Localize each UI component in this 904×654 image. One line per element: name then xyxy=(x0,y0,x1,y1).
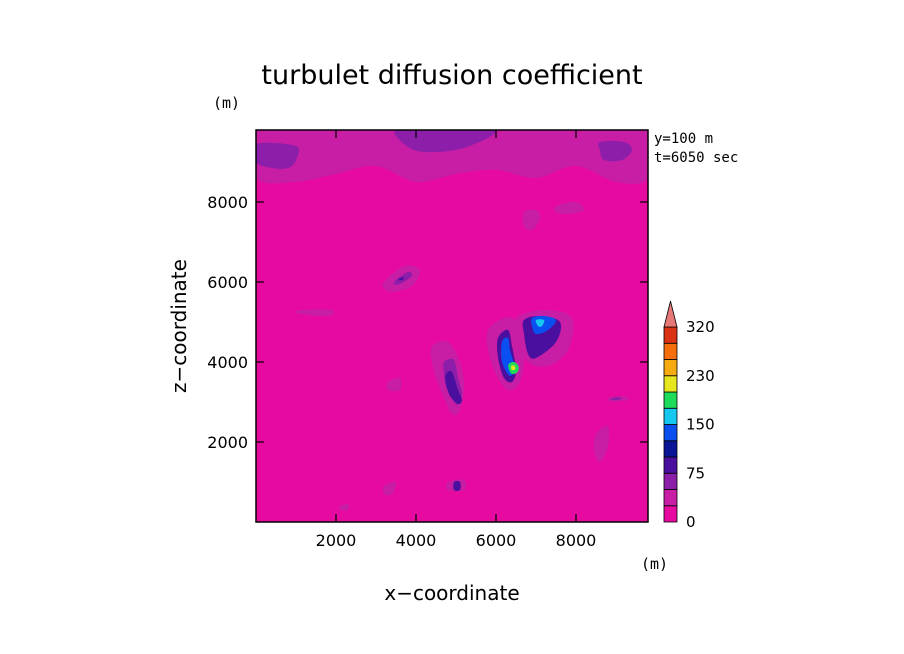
annotation-y: y=100 m xyxy=(654,131,713,147)
colorbar-label-0: 0 xyxy=(686,513,696,531)
colorbar-label-3: 230 xyxy=(686,367,715,385)
contour-region-29 xyxy=(339,503,349,511)
colorbar-segment-0 xyxy=(663,505,678,523)
chart-title: turbulet diffusion coefficient xyxy=(261,60,642,91)
colorbar-segment-6 xyxy=(663,407,678,425)
y-tick-label-0: 2000 xyxy=(207,433,248,452)
annotation-t: t=6050 sec xyxy=(654,150,738,166)
y-axis-label: z−coordinate xyxy=(167,259,191,393)
contour-region-26 xyxy=(296,309,335,317)
colorbar-segment-11 xyxy=(663,326,678,344)
x-unit-label: (m) xyxy=(641,555,668,573)
colorbar-segment-1 xyxy=(663,489,678,507)
contour-region-3 xyxy=(598,141,633,162)
colorbar-segment-2 xyxy=(663,472,678,490)
x-tick-label-2: 6000 xyxy=(476,531,517,550)
colorbar-segment-9 xyxy=(663,359,678,377)
contour-region-9 xyxy=(445,370,462,405)
colorbar-extend-arrow xyxy=(663,300,678,328)
contour-region-16 xyxy=(535,319,545,327)
contour-region-2 xyxy=(394,130,497,153)
contour-region-24 xyxy=(522,209,541,231)
contour-region-27 xyxy=(386,377,402,392)
x-tick-label-1: 4000 xyxy=(396,531,437,550)
plot-area xyxy=(256,130,648,522)
colorbar-segment-10 xyxy=(663,342,678,360)
plot-background xyxy=(256,130,648,522)
y-unit-label: (m) xyxy=(213,94,240,112)
y-tick-label-1: 4000 xyxy=(207,353,248,372)
colorbar-segment-3 xyxy=(663,456,678,474)
axis-ticks: 2000 4000 6000 8000 2000 4000 6000 8000 xyxy=(207,130,648,550)
y-tick-label-2: 6000 xyxy=(207,273,248,292)
contour-region-18 xyxy=(511,365,516,371)
x-tick-label-3: 8000 xyxy=(556,531,597,550)
contour-region-0 xyxy=(256,130,648,185)
contour-region-6 xyxy=(398,277,404,281)
x-tick-label-0: 2000 xyxy=(316,531,357,550)
contour-region-28 xyxy=(382,481,397,496)
colorbar: 0 75 150 230 320 xyxy=(663,300,715,531)
contour-region-21 xyxy=(611,397,621,401)
colorbar-segment-8 xyxy=(663,375,678,393)
contour-region-23 xyxy=(453,481,461,491)
contour-region-19 xyxy=(593,425,610,463)
colorbar-segment-7 xyxy=(663,391,678,409)
contour-region-25 xyxy=(553,201,585,215)
plot-frame xyxy=(255,129,649,523)
x-axis-label: x−coordinate xyxy=(384,581,519,605)
colorbar-label-2: 150 xyxy=(686,416,715,434)
colorbar-label-1: 75 xyxy=(686,464,705,482)
colorbar-segment-5 xyxy=(663,424,678,442)
colorbar-label-4: 320 xyxy=(686,318,715,336)
colorbar-segment-4 xyxy=(663,440,678,458)
contour-region-1 xyxy=(256,142,300,169)
y-tick-label-3: 8000 xyxy=(207,193,248,212)
